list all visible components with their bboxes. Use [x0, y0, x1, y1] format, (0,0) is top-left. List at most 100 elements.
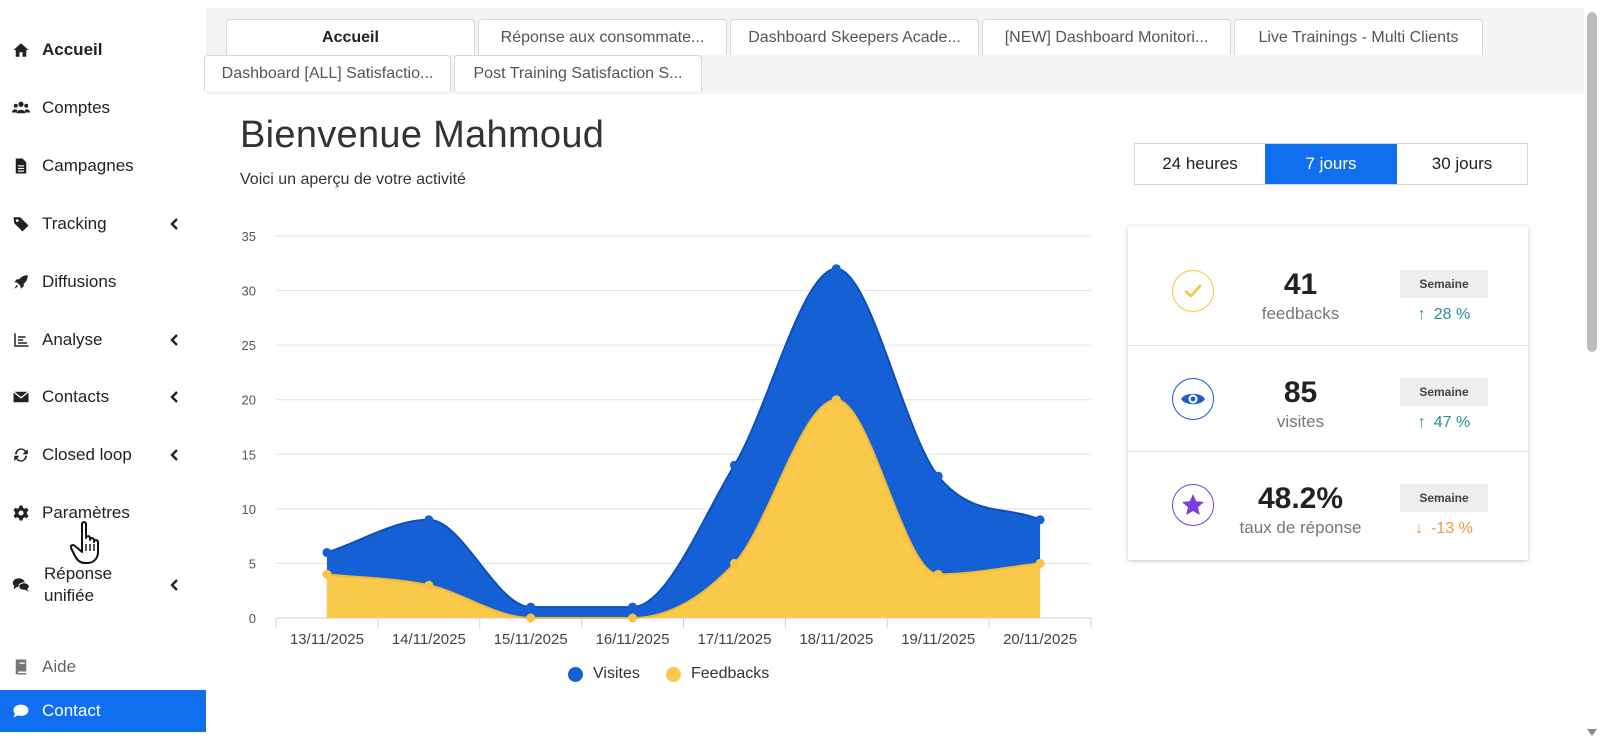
sidebar-item-diffusions[interactable]: Diffusions — [0, 262, 206, 302]
sidebar-item-label: Aide — [42, 656, 76, 678]
data-point-feedbacks — [934, 570, 943, 579]
main-content: Accueil Réponse aux consommate... Dashbo… — [206, 8, 1584, 750]
trend-down: ↓ -13 % — [1400, 520, 1488, 538]
legend-visites-label: Visites — [593, 665, 640, 683]
sidebar-item-label: Comptes — [42, 97, 110, 119]
data-point-visites — [424, 515, 433, 524]
sidebar-item-label-group: Réponse unifiée — [44, 563, 112, 607]
arrow-down-icon: ↓ — [1415, 520, 1423, 538]
legend-visites[interactable]: Visites — [568, 665, 640, 683]
sidebar-item-label: Diffusions — [42, 271, 116, 293]
stat-feedbacks: 41 feedbacks Semaine ↑ 28 % — [1128, 238, 1528, 343]
sidebar-item-campagnes[interactable]: Campagnes — [0, 146, 206, 186]
x-tick-label: 13/11/2025 — [290, 631, 364, 648]
stat-label: feedbacks — [1218, 304, 1383, 324]
chart-icon — [10, 329, 32, 351]
trend-up: ↑ 28 % — [1400, 306, 1488, 324]
sidebar-item-contact[interactable]: Contact — [0, 690, 206, 732]
tab-post-training[interactable]: Post Training Satisfaction S... — [454, 55, 702, 91]
y-tick-label: 20 — [242, 393, 256, 408]
x-tick-label: 17/11/2025 — [697, 631, 771, 648]
book-icon — [10, 656, 32, 678]
data-point-visites — [832, 264, 841, 273]
sidebar-item-comptes[interactable]: Comptes — [0, 88, 206, 128]
gear-icon — [10, 502, 32, 524]
series-area-visites — [327, 269, 1040, 618]
tab-dashboard-skeepers[interactable]: Dashboard Skeepers Acade... — [730, 19, 979, 55]
data-point-feedbacks — [424, 581, 433, 590]
data-point-feedbacks — [322, 570, 331, 579]
sidebar-item-label: Accueil — [42, 39, 102, 61]
y-tick-label: 30 — [242, 284, 256, 299]
trend-value: 47 % — [1434, 414, 1470, 431]
chevron-left-icon[interactable] — [168, 333, 182, 347]
trend-value: 28 % — [1434, 306, 1470, 323]
tab-accueil[interactable]: Accueil — [226, 19, 475, 55]
x-tick-label: 16/11/2025 — [596, 631, 670, 648]
chevron-left-icon[interactable] — [168, 448, 182, 462]
period-30d-button[interactable]: 30 jours — [1397, 144, 1527, 184]
stat-value: 85 — [1228, 376, 1373, 410]
y-tick-label: 0 — [249, 611, 256, 626]
sidebar-item-contacts[interactable]: Contacts — [0, 377, 206, 417]
data-point-visites — [730, 461, 739, 470]
chevron-left-icon[interactable] — [168, 217, 182, 231]
tab-dashboard-monitoring[interactable]: [NEW] Dashboard Monitori... — [982, 19, 1231, 55]
data-point-visites — [1036, 515, 1045, 524]
period-24h-button[interactable]: 24 heures — [1135, 144, 1265, 184]
scrollbar-thumb[interactable] — [1587, 12, 1597, 352]
check-icon — [1172, 270, 1214, 312]
page-subtitle: Voici un aperçu de votre activité — [240, 171, 466, 189]
arrow-up-icon: ↑ — [1418, 414, 1426, 432]
trend-value: -13 % — [1431, 520, 1473, 537]
sidebar-item-tracking[interactable]: Tracking — [0, 204, 206, 244]
chevron-left-icon[interactable] — [168, 578, 182, 592]
period-7d-button[interactable]: 7 jours — [1265, 144, 1397, 184]
tab-live-trainings[interactable]: Live Trainings - Multi Clients — [1234, 19, 1483, 55]
data-point-visites — [628, 603, 637, 612]
data-point-visites — [322, 548, 331, 557]
tab-dashboard-satisfaction[interactable]: Dashboard [ALL] Satisfactio... — [204, 55, 451, 91]
stats-card: 41 feedbacks Semaine ↑ 28 % 85 visites Se… — [1128, 226, 1528, 560]
envelope-icon — [10, 386, 32, 408]
sidebar-item-analyse[interactable]: Analyse — [0, 320, 206, 360]
x-tick-label: 14/11/2025 — [392, 631, 466, 648]
eye-icon — [1172, 378, 1214, 420]
activity-chart: 0 5 10 15 20 25 30 35 13/11/2025 14/11/2025 15/11/… — [226, 218, 1106, 698]
comments-icon — [10, 574, 32, 596]
data-point-feedbacks — [526, 614, 535, 623]
hand-cursor-icon — [70, 520, 112, 566]
data-point-visites — [934, 472, 943, 481]
scrollbar[interactable] — [1584, 0, 1600, 750]
users-icon — [10, 97, 32, 119]
scroll-down-arrow-icon[interactable] — [1586, 726, 1598, 738]
page-title: Bienvenue Mahmoud — [240, 114, 604, 157]
stat-label: visites — [1218, 412, 1383, 432]
sidebar-item-accueil[interactable]: Accueil — [0, 30, 206, 70]
tab-reponse-consommateurs[interactable]: Réponse aux consommate... — [478, 19, 727, 55]
data-point-feedbacks — [628, 614, 637, 623]
y-tick-label: 15 — [242, 447, 256, 462]
y-tick-label: 25 — [242, 338, 256, 353]
sidebar-item-label: Analyse — [42, 329, 102, 351]
tag-icon — [10, 213, 32, 235]
rocket-icon — [10, 271, 32, 293]
x-tick-label: 19/11/2025 — [901, 631, 975, 648]
data-point-feedbacks — [1036, 559, 1045, 568]
tab-bar: Accueil Réponse aux consommate... Dashbo… — [206, 8, 1584, 94]
chevron-left-icon[interactable] — [168, 390, 182, 404]
home-icon — [10, 39, 32, 61]
legend-visites-swatch — [568, 667, 583, 682]
file-icon — [10, 155, 32, 177]
stat-label: taux de réponse — [1218, 518, 1383, 538]
sidebar-item-label-line2: unifiée — [44, 585, 112, 607]
sidebar-item-aide[interactable]: Aide — [0, 647, 206, 687]
sidebar-item-label: Réponse — [44, 563, 112, 585]
sidebar-item-label: Tracking — [42, 213, 107, 235]
sidebar-item-reponse-unifiee[interactable]: Réponse unifiée — [0, 560, 206, 610]
legend-feedbacks[interactable]: Feedbacks — [666, 665, 769, 683]
sync-icon — [10, 444, 32, 466]
sidebar-item-closed-loop[interactable]: Closed loop — [0, 435, 206, 475]
stat-taux-reponse: 48.2% taux de réponse Semaine ↓ -13 % — [1128, 451, 1528, 556]
trend-up: ↑ 47 % — [1400, 414, 1488, 432]
